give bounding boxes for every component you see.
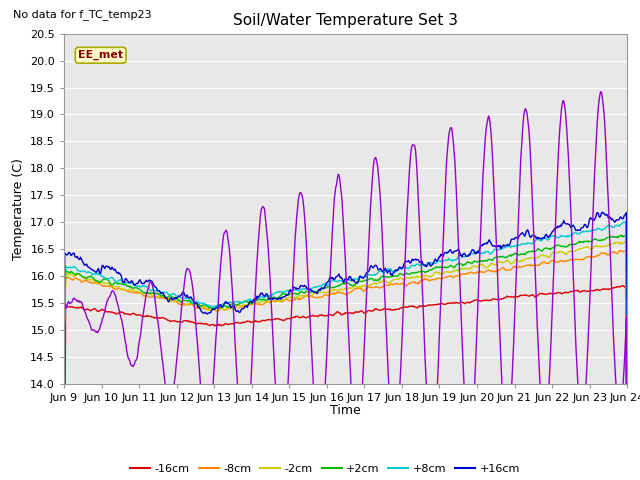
Line: -8cm: -8cm <box>64 251 627 324</box>
+8cm <box>186 297 193 302</box>
+2cm <box>60 311 68 317</box>
-8cm <box>60 322 68 327</box>
-8cm <box>186 302 193 308</box>
+8cm <box>623 311 631 317</box>
+64cm <box>128 363 136 369</box>
-8cm <box>623 322 631 327</box>
+64cm <box>186 267 193 273</box>
-2cm <box>215 307 223 312</box>
Line: -2cm: -2cm <box>64 242 627 319</box>
-2cm <box>623 316 631 322</box>
-16cm <box>431 302 438 308</box>
-2cm <box>70 274 78 279</box>
Line: +2cm: +2cm <box>64 235 627 314</box>
Title: Soil/Water Temperature Set 3: Soil/Water Temperature Set 3 <box>233 13 458 28</box>
-2cm <box>128 288 136 293</box>
-2cm <box>60 316 68 322</box>
+64cm <box>431 427 438 432</box>
+8cm <box>60 311 68 317</box>
-8cm <box>70 276 78 281</box>
-8cm <box>414 280 422 286</box>
+8cm <box>622 219 630 225</box>
+8cm <box>215 302 223 308</box>
-2cm <box>431 270 438 276</box>
+64cm <box>70 295 78 301</box>
+2cm <box>414 269 422 275</box>
Line: -16cm: -16cm <box>64 286 627 480</box>
Line: +8cm: +8cm <box>64 222 627 314</box>
-8cm <box>431 276 438 282</box>
+64cm <box>414 191 422 196</box>
+16cm <box>215 302 223 308</box>
-8cm <box>215 308 223 313</box>
-2cm <box>621 239 628 245</box>
-16cm <box>186 318 193 324</box>
+64cm <box>215 284 223 289</box>
+64cm <box>596 89 604 95</box>
+2cm <box>186 298 193 303</box>
-16cm <box>215 323 223 328</box>
Line: +64cm: +64cm <box>64 92 627 480</box>
+8cm <box>128 280 136 286</box>
+16cm <box>431 258 438 264</box>
X-axis label: Time: Time <box>330 405 361 418</box>
-16cm <box>70 305 78 311</box>
+2cm <box>623 311 631 317</box>
+16cm <box>70 251 78 256</box>
-16cm <box>620 283 627 288</box>
-8cm <box>616 248 623 253</box>
+16cm <box>128 278 136 284</box>
+2cm <box>128 285 136 291</box>
+2cm <box>70 271 78 276</box>
Text: No data for f_TC_temp23: No data for f_TC_temp23 <box>13 9 152 20</box>
+8cm <box>70 264 78 270</box>
Text: EE_met: EE_met <box>78 50 124 60</box>
Y-axis label: Temperature (C): Temperature (C) <box>12 158 25 260</box>
+16cm <box>60 316 68 322</box>
-8cm <box>128 289 136 295</box>
-16cm <box>414 304 422 310</box>
Line: +16cm: +16cm <box>64 212 627 319</box>
+16cm <box>414 257 422 263</box>
+16cm <box>598 209 606 215</box>
+2cm <box>622 232 630 238</box>
-2cm <box>186 300 193 306</box>
-2cm <box>414 274 422 280</box>
+8cm <box>431 260 438 266</box>
+16cm <box>623 316 631 322</box>
-16cm <box>128 311 136 317</box>
+2cm <box>215 305 223 311</box>
+8cm <box>414 261 422 267</box>
+16cm <box>186 295 193 301</box>
+2cm <box>431 265 438 271</box>
